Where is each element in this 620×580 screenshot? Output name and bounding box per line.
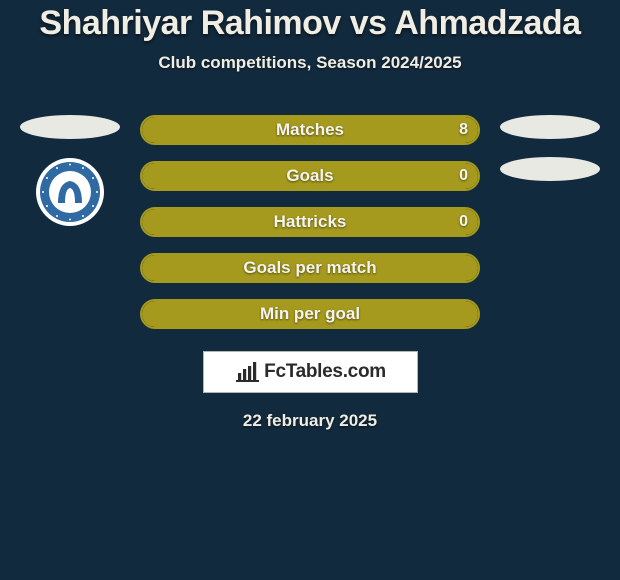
stat-bar: Goals per match	[140, 253, 480, 283]
bar-fill	[142, 255, 478, 281]
stat-bar: Hattricks0	[140, 207, 480, 237]
bar-track	[140, 115, 480, 145]
bar-fill	[142, 117, 478, 143]
stat-bar: Matches8	[140, 115, 480, 145]
comparison-card: Shahriyar Rahimov vs Ahmadzada Club comp…	[0, 0, 620, 431]
stat-bar: Min per goal	[140, 299, 480, 329]
stat-bar: Goals0	[140, 161, 480, 191]
branding-box: FcTables.com	[203, 351, 418, 393]
bar-track	[140, 253, 480, 283]
bar-chart-icon	[234, 361, 260, 383]
bar-track	[140, 161, 480, 191]
bar-track	[140, 299, 480, 329]
chart-area: Matches8 Goals0 Hattricks0 Goals per match M…	[0, 115, 620, 345]
player-left-column	[10, 115, 130, 227]
placeholder-ellipse	[20, 115, 120, 139]
club-badge-left	[35, 157, 105, 227]
placeholder-ellipse	[500, 115, 600, 139]
bar-fill	[142, 301, 478, 327]
bar-value-right: 0	[459, 161, 468, 191]
player-right-column	[490, 115, 610, 199]
stat-bars: Matches8 Goals0 Hattricks0 Goals per match M…	[140, 115, 480, 329]
date-label: 22 february 2025	[243, 411, 377, 431]
bar-value-right: 8	[459, 115, 468, 145]
branding-text: FcTables.com	[264, 361, 386, 383]
bar-value-right: 0	[459, 207, 468, 237]
bar-fill	[142, 163, 478, 189]
subtitle: Club competitions, Season 2024/2025	[158, 53, 461, 73]
bar-fill	[142, 209, 478, 235]
placeholder-ellipse	[500, 157, 600, 181]
page-title: Shahriyar Rahimov vs Ahmadzada	[39, 4, 580, 43]
bar-track	[140, 207, 480, 237]
